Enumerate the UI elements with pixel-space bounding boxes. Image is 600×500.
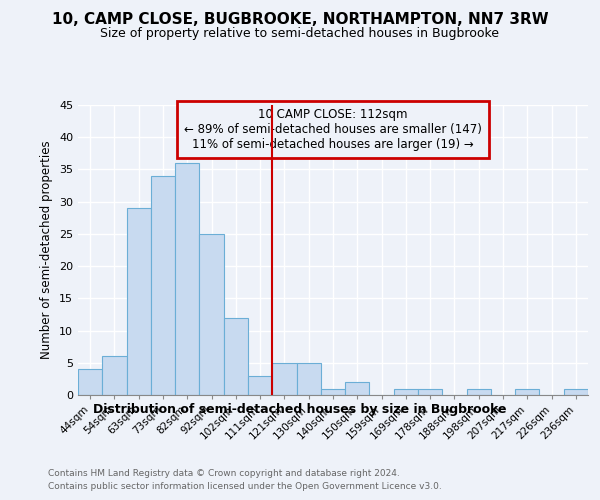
Bar	[78, 369, 102, 395]
Bar	[296, 363, 321, 395]
Text: Distribution of semi-detached houses by size in Bugbrooke: Distribution of semi-detached houses by …	[93, 402, 507, 415]
Bar	[175, 163, 199, 395]
Text: Contains public sector information licensed under the Open Government Licence v3: Contains public sector information licen…	[48, 482, 442, 491]
Y-axis label: Number of semi-detached properties: Number of semi-detached properties	[40, 140, 53, 360]
Bar	[394, 388, 418, 395]
Bar	[345, 382, 370, 395]
Bar	[199, 234, 224, 395]
Text: 10 CAMP CLOSE: 112sqm
← 89% of semi-detached houses are smaller (147)
11% of sem: 10 CAMP CLOSE: 112sqm ← 89% of semi-deta…	[184, 108, 482, 151]
Text: Contains HM Land Registry data © Crown copyright and database right 2024.: Contains HM Land Registry data © Crown c…	[48, 468, 400, 477]
Text: 10, CAMP CLOSE, BUGBROOKE, NORTHAMPTON, NN7 3RW: 10, CAMP CLOSE, BUGBROOKE, NORTHAMPTON, …	[52, 12, 548, 28]
Bar	[151, 176, 175, 395]
Bar	[272, 363, 296, 395]
Bar	[127, 208, 151, 395]
Bar	[321, 388, 345, 395]
Bar	[224, 318, 248, 395]
Bar	[564, 388, 588, 395]
Bar	[418, 388, 442, 395]
Bar	[248, 376, 272, 395]
Bar	[102, 356, 127, 395]
Bar	[515, 388, 539, 395]
Bar	[467, 388, 491, 395]
Text: Size of property relative to semi-detached houses in Bugbrooke: Size of property relative to semi-detach…	[101, 28, 499, 40]
